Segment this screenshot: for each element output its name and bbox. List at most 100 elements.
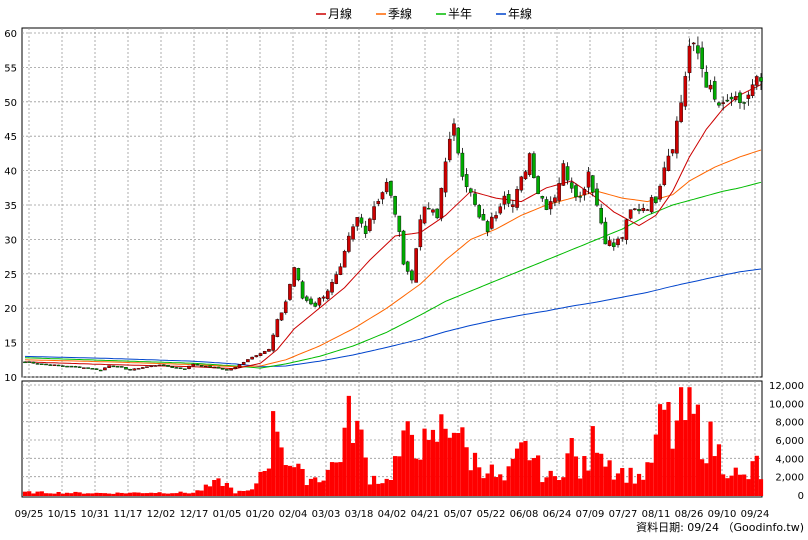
- volume-bar: [641, 479, 646, 496]
- volume-bar: [552, 476, 558, 496]
- volume-bar: [237, 490, 242, 496]
- volume-bar: [632, 483, 637, 496]
- volume-bar: [292, 467, 297, 496]
- volume-bar: [308, 478, 314, 496]
- volume-bar: [502, 480, 507, 496]
- volume-bar: [477, 467, 482, 496]
- candle-body: [187, 365, 191, 369]
- x-tick-label: 10/31: [81, 509, 110, 520]
- x-tick-label: 09/10: [708, 509, 737, 520]
- volume-bar: [405, 421, 410, 496]
- candle-body: [86, 367, 90, 369]
- candle-body: [128, 369, 132, 371]
- candle-body: [683, 76, 688, 107]
- volume-bar: [136, 492, 141, 496]
- volume-bar: [355, 420, 360, 496]
- candle-body: [241, 362, 246, 365]
- candle-body: [229, 368, 233, 371]
- volume-bar: [241, 491, 246, 496]
- volume-bar: [439, 414, 444, 496]
- volume-bar: [561, 477, 566, 496]
- candle-body: [460, 152, 465, 177]
- candle-body: [687, 45, 692, 73]
- volume-bar: [338, 462, 343, 496]
- candle-body: [317, 297, 322, 306]
- candle-body: [754, 76, 759, 86]
- candle-body: [624, 219, 629, 240]
- candle-body: [435, 208, 439, 219]
- x-tick-label: 01/20: [246, 509, 275, 520]
- volume-bar: [729, 475, 734, 496]
- candle-body: [347, 235, 351, 252]
- volume-bar: [578, 478, 583, 496]
- volume-bar: [371, 475, 377, 496]
- volume-bar: [540, 482, 545, 496]
- volume-bar: [300, 468, 305, 496]
- candle-body: [469, 188, 473, 193]
- x-tick-label: 07/09: [576, 509, 605, 520]
- candle-body: [553, 197, 557, 203]
- candle-body: [506, 194, 511, 204]
- volume-bar: [73, 491, 78, 496]
- candle-body: [595, 188, 599, 206]
- candle-body: [94, 368, 99, 370]
- volume-bar: [384, 478, 389, 496]
- x-tick-label: 02/04: [279, 509, 308, 520]
- candle-body: [456, 127, 460, 154]
- candle-body: [111, 365, 116, 368]
- legend-label-2: 半年: [448, 7, 472, 21]
- volume-bar: [254, 483, 259, 496]
- volume-bar: [418, 459, 423, 496]
- legend-label-0: 月線: [328, 6, 352, 21]
- volume-bar: [426, 439, 431, 496]
- candle-body: [174, 367, 179, 369]
- volume-bar: [498, 474, 503, 496]
- candle-body: [494, 215, 498, 219]
- candle-body: [586, 171, 591, 188]
- candle-body: [759, 77, 763, 82]
- candle-body: [439, 187, 444, 219]
- ma-half-line: [24, 181, 762, 369]
- price-plot-area: [21, 27, 763, 378]
- candle-body: [90, 368, 95, 370]
- volume-bar: [704, 463, 709, 496]
- volume-bar: [245, 490, 251, 496]
- candle-body: [574, 185, 578, 198]
- candle-body: [363, 225, 368, 234]
- candle-body: [296, 268, 301, 281]
- x-tick-label: 08/11: [642, 509, 671, 520]
- candle-body: [452, 123, 456, 136]
- volume-bar: [363, 457, 368, 496]
- candle-body: [700, 47, 704, 69]
- candle-body: [645, 209, 650, 211]
- candle-body: [107, 365, 111, 368]
- volume-bar: [191, 492, 196, 496]
- volume-bar: [414, 458, 419, 496]
- volume-bar: [712, 456, 717, 496]
- x-tick-label: 05/07: [444, 509, 473, 520]
- volume-bar: [514, 448, 520, 496]
- volume-bar: [695, 404, 701, 496]
- volume-bar: [409, 434, 415, 496]
- candle-body: [746, 94, 751, 99]
- volume-bar: [317, 482, 322, 496]
- candle-body: [679, 102, 683, 122]
- volume-bar: [60, 493, 65, 496]
- candle-body: [750, 84, 755, 97]
- volume-bar: [435, 441, 440, 496]
- volume-bar: [519, 442, 524, 496]
- volume-bar: [77, 492, 82, 496]
- candle-body: [31, 361, 36, 364]
- price-tick-label: 30: [4, 235, 17, 246]
- candle-body: [721, 102, 725, 104]
- candle-body: [515, 188, 519, 208]
- candle-body: [191, 363, 196, 367]
- candle-body: [48, 364, 53, 366]
- candle-body: [612, 242, 616, 247]
- volume-bar: [582, 456, 587, 496]
- candle-body: [717, 102, 721, 106]
- candle-body: [355, 217, 360, 227]
- price-panel: 10 15 20 25 30 35 40 45 50 55 60: [4, 27, 763, 384]
- candle-body: [637, 208, 641, 212]
- volume-bar: [107, 493, 112, 496]
